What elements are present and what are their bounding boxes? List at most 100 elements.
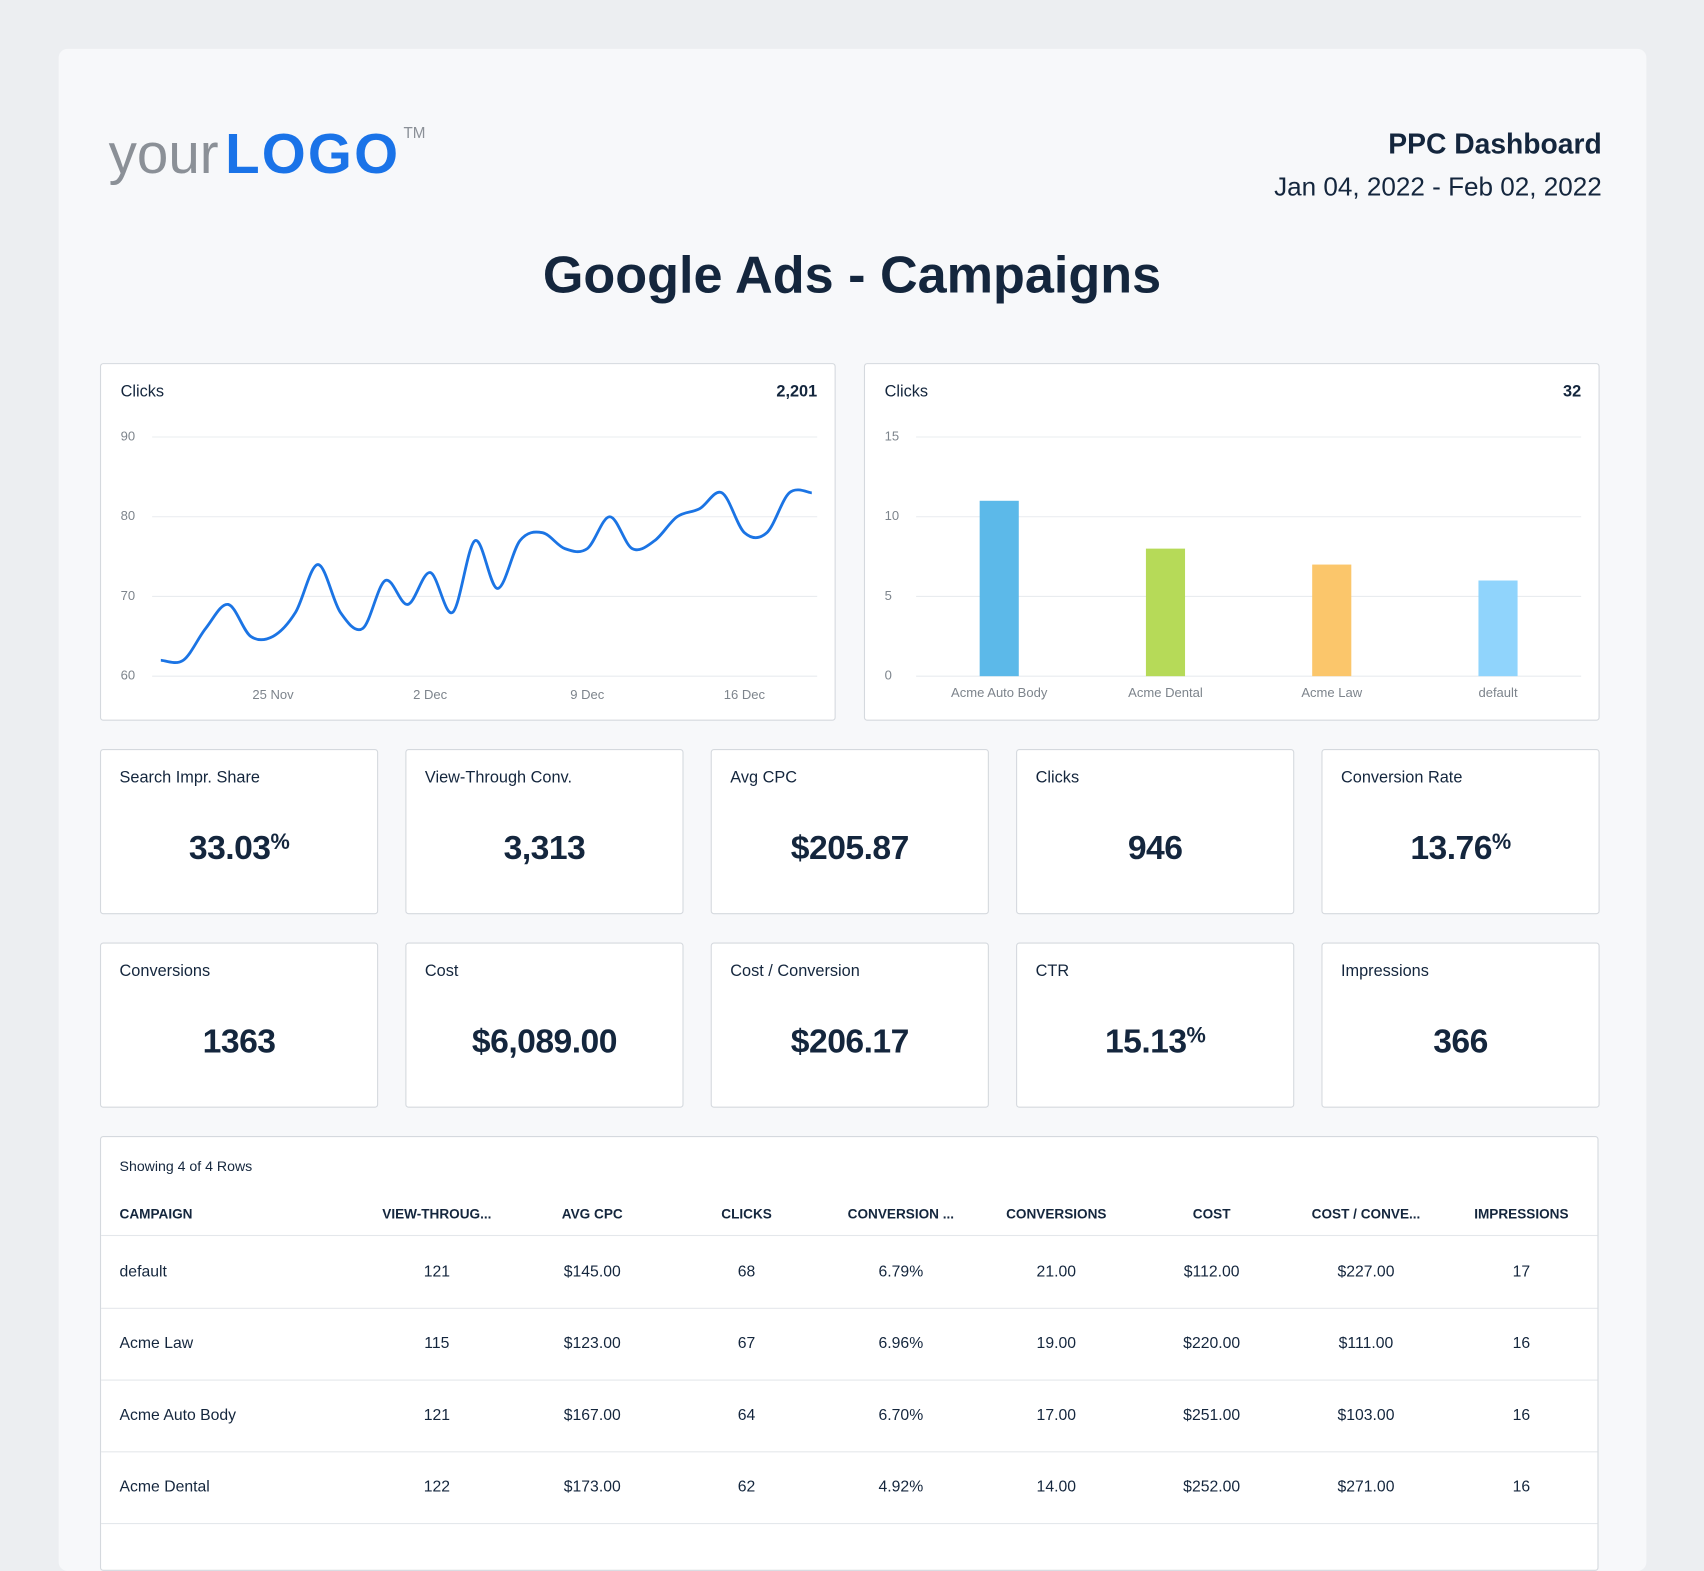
table-cell: $220.00 bbox=[1183, 1334, 1241, 1353]
table-cell: 17.00 bbox=[1036, 1406, 1076, 1425]
kpi-value: $206.17 bbox=[790, 1021, 910, 1060]
kpi-label: Cost / Conversion bbox=[730, 962, 860, 981]
row-divider bbox=[101, 1307, 1598, 1309]
table-cell: $111.00 bbox=[1338, 1334, 1394, 1353]
bar bbox=[1478, 580, 1518, 677]
table-cell: 121 bbox=[423, 1263, 451, 1281]
kpi-card: Clicks 946 bbox=[1016, 749, 1295, 915]
y-tick-label: 10 bbox=[885, 508, 899, 523]
table-cell: $112.00 bbox=[1183, 1263, 1240, 1281]
campaign-table: Showing 4 of 4 Rows CAMPAIGN VIEW-THROUG.… bbox=[99, 1136, 1599, 1571]
chart-title: Clicks bbox=[885, 383, 928, 401]
logo-word: LOGO bbox=[225, 122, 401, 186]
kpi-value-box: 946 bbox=[1017, 828, 1293, 867]
kpi-value-box: $6,089.00 bbox=[406, 1022, 682, 1061]
table-cell: 64 bbox=[737, 1406, 756, 1425]
column-header: VIEW-THROUG... bbox=[382, 1206, 492, 1222]
table-cell: $167.00 bbox=[563, 1406, 621, 1425]
kpi-value: 13.76 bbox=[1410, 828, 1492, 867]
table-cell: $145.00 bbox=[563, 1263, 621, 1281]
kpi-value: 1363 bbox=[202, 1021, 276, 1060]
table-cell: 122 bbox=[423, 1478, 451, 1496]
column-header: AVG CPC bbox=[561, 1206, 623, 1222]
kpi-value: 15.13 bbox=[1104, 1021, 1187, 1060]
kpi-value: 946 bbox=[1127, 828, 1183, 867]
kpi-label: View-Through Conv. bbox=[424, 768, 572, 788]
line-series bbox=[160, 488, 812, 664]
table-cell: 17 bbox=[1512, 1263, 1531, 1281]
kpi-card: Impressions 366 bbox=[1321, 942, 1600, 1108]
table-cell: $123.00 bbox=[563, 1334, 621, 1353]
kpi-value: 33.03 bbox=[188, 828, 271, 867]
x-tick-label: Acme Auto Body bbox=[951, 685, 1048, 700]
row-divider bbox=[101, 1523, 1598, 1525]
table-cell: 14.00 bbox=[1036, 1478, 1076, 1496]
table-cell: default bbox=[119, 1263, 167, 1281]
table-cell: 16 bbox=[1512, 1478, 1531, 1496]
kpi-label: Search Impr. Share bbox=[119, 768, 260, 788]
kpi-value-box: 15.13% bbox=[1017, 1022, 1293, 1061]
page-title: Google Ads - Campaigns bbox=[542, 246, 1162, 305]
table-cell: $227.00 bbox=[1337, 1263, 1395, 1281]
row-divider bbox=[101, 1451, 1598, 1453]
table-cell: 121 bbox=[423, 1406, 451, 1425]
report-name: PPC Dashboard bbox=[1388, 127, 1602, 160]
table-caption: Showing 4 of 4 Rows bbox=[119, 1157, 253, 1175]
table-cell: 21.00 bbox=[1036, 1263, 1076, 1281]
chart-total: 2,201 bbox=[776, 383, 817, 401]
y-tick-label: 5 bbox=[885, 588, 892, 603]
kpi-value-box: 366 bbox=[1323, 1022, 1599, 1061]
table-cell: Acme Auto Body bbox=[119, 1406, 237, 1425]
kpi-value-box: $205.87 bbox=[712, 828, 988, 867]
x-tick-label: 25 Nov bbox=[252, 687, 294, 702]
kpi-unit: % bbox=[270, 830, 290, 855]
kpi-card: View-Through Conv. 3,313 bbox=[405, 749, 684, 915]
table-cell: 67 bbox=[737, 1334, 756, 1353]
kpi-value: $205.87 bbox=[790, 828, 910, 867]
bar bbox=[979, 500, 1019, 677]
y-tick-label: 70 bbox=[121, 588, 135, 603]
kpi-label: Impressions bbox=[1340, 962, 1429, 981]
kpi-value-box: 13.76% bbox=[1323, 828, 1599, 867]
column-header: CLICKS bbox=[721, 1206, 772, 1222]
chart-total: 32 bbox=[1563, 383, 1581, 401]
date-range: Jan 04, 2022 - Feb 02, 2022 bbox=[1274, 172, 1602, 203]
table-cell: $173.00 bbox=[563, 1478, 621, 1496]
page: your LOGO TM PPC Dashboard Jan 04, 2022 - … bbox=[58, 48, 1647, 1571]
kpi-card: Cost / Conversion $206.17 bbox=[710, 942, 989, 1108]
kpi-label: Avg CPC bbox=[730, 768, 798, 788]
kpi-unit: % bbox=[1491, 830, 1511, 855]
kpi-value-box: $206.17 bbox=[712, 1022, 988, 1061]
table-cell: $252.00 bbox=[1183, 1478, 1241, 1496]
chart-title: Clicks bbox=[121, 383, 164, 401]
kpi-card: Avg CPC $205.87 bbox=[710, 749, 989, 915]
y-tick-label: 80 bbox=[121, 508, 135, 523]
kpi-card: Conversion Rate 13.76% bbox=[1321, 749, 1600, 915]
x-tick-label: default bbox=[1478, 685, 1517, 700]
kpi-card: Conversions 1363 bbox=[99, 942, 379, 1108]
line-chart: Clicks 2,201 60 70 80 90 25 Nov 2 Dec 9 Dec 16 … bbox=[99, 363, 836, 721]
column-header: CAMPAIGN bbox=[119, 1206, 193, 1222]
table-cell: $271.00 bbox=[1337, 1478, 1395, 1496]
kpi-label: Cost bbox=[424, 962, 459, 981]
y-tick-label: 90 bbox=[121, 428, 135, 443]
kpi-value: 3,313 bbox=[503, 828, 586, 867]
table-cell: $251.00 bbox=[1183, 1406, 1241, 1425]
kpi-label: Conversion Rate bbox=[1340, 768, 1463, 788]
bar bbox=[1145, 548, 1186, 677]
table-cell: Acme Dental bbox=[119, 1478, 210, 1496]
table-cell: 16 bbox=[1512, 1406, 1531, 1425]
table-cell: $103.00 bbox=[1337, 1406, 1395, 1425]
table-cell: 6.79% bbox=[878, 1263, 924, 1281]
stage: your LOGO TM PPC Dashboard Jan 04, 2022 - … bbox=[58, 48, 1647, 1571]
kpi-unit: % bbox=[1186, 1024, 1206, 1048]
kpi-card: Cost $6,089.00 bbox=[405, 942, 684, 1108]
table-cell: 115 bbox=[424, 1334, 450, 1353]
x-tick-label: 9 Dec bbox=[570, 687, 605, 702]
kpi-value-box: 33.03% bbox=[101, 828, 377, 867]
kpi-card: CTR 15.13% bbox=[1016, 942, 1295, 1108]
x-tick-label: Acme Law bbox=[1301, 685, 1362, 700]
column-header: COST bbox=[1192, 1206, 1231, 1222]
x-tick-label: 16 Dec bbox=[724, 687, 766, 702]
logo: your LOGO TM bbox=[109, 122, 426, 187]
